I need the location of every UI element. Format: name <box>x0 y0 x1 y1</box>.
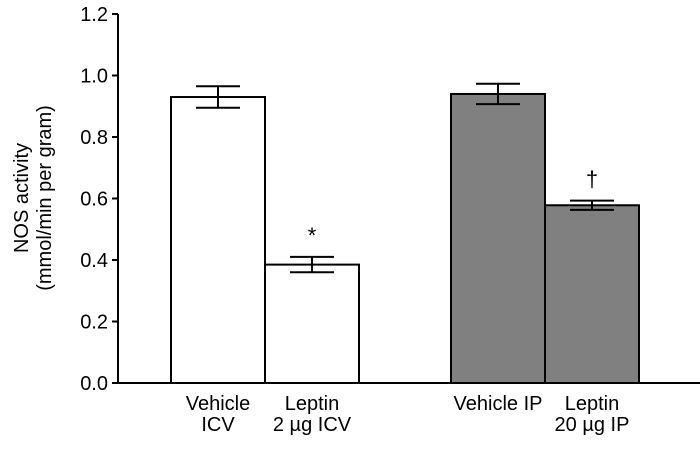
y-tick-label: 0.8 <box>80 127 108 149</box>
y-tick-label: 0.4 <box>80 250 108 272</box>
y-tick-label: 0.2 <box>80 312 108 334</box>
bar <box>264 263 360 384</box>
y-tick-label: 0.6 <box>80 189 108 211</box>
bar <box>170 96 266 385</box>
x-category-label: Leptin <box>565 393 620 415</box>
y-axis-label: NOS activity <box>11 143 33 253</box>
y-axis-label: (mmol/min per gram) <box>34 105 56 291</box>
y-tick-label: 1.2 <box>80 4 108 26</box>
significance-marker: * <box>308 223 317 248</box>
y-tick-label: 1.0 <box>80 66 108 88</box>
x-category-label: 2 µg ICV <box>273 414 352 436</box>
significance-marker: † <box>586 167 598 192</box>
x-category-label: 20 µg IP <box>555 414 630 436</box>
x-category-label: Leptin <box>285 393 340 415</box>
x-category-label: Vehicle IP <box>454 393 543 415</box>
y-ticks: 0.0 0.2 0.4 0.6 0.8 1.0 1.2 <box>80 4 118 395</box>
x-category-label: Vehicle <box>186 393 251 415</box>
bars: *† <box>170 82 640 385</box>
y-tick-label: 0.0 <box>80 373 108 395</box>
bar <box>544 204 640 384</box>
x-category-label: ICV <box>201 414 235 436</box>
y-axis-title: NOS activity (mmol/min per gram) <box>11 105 56 291</box>
bar <box>450 92 546 384</box>
